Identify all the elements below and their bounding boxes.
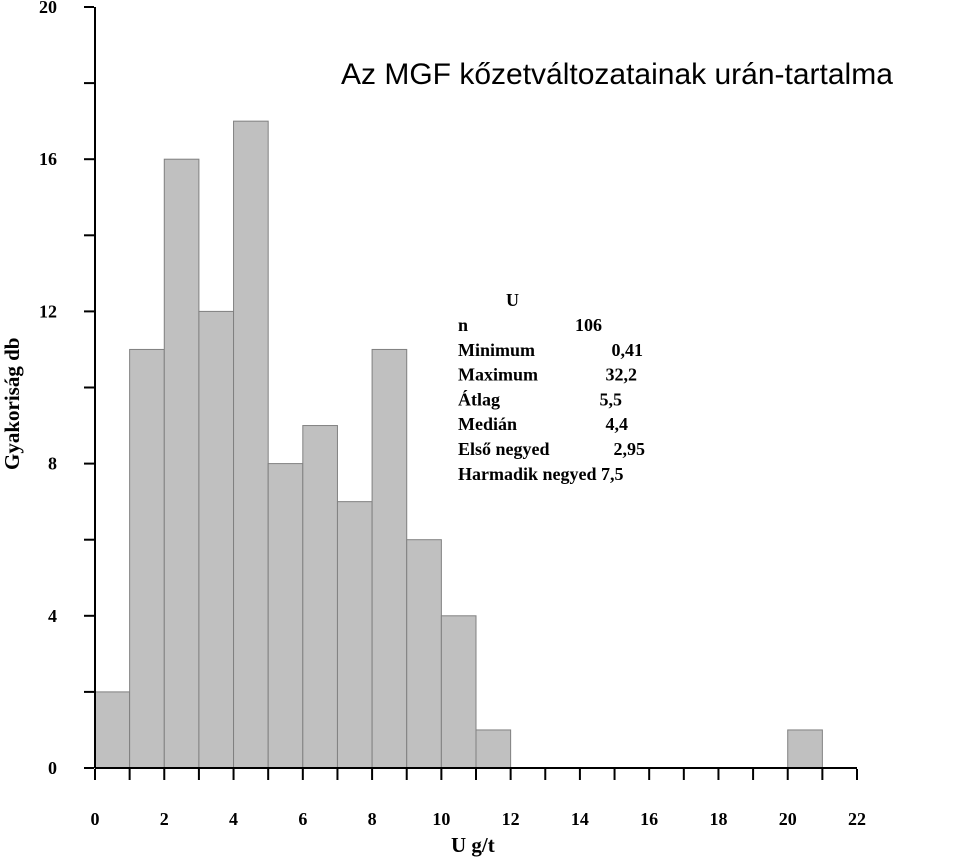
y-tick-label: 8	[48, 454, 57, 474]
stats-value: 5,5	[600, 389, 623, 409]
histogram-bar	[475, 729, 512, 769]
histogram-bar	[198, 310, 235, 769]
y-tick-label: 16	[39, 149, 57, 169]
histogram-bar	[163, 158, 200, 769]
y-axis-label: Gyakoriság db	[0, 338, 24, 470]
y-tick-label: 12	[39, 301, 57, 321]
histogram-bar	[267, 463, 304, 769]
x-tick-label: 6	[298, 809, 307, 829]
histogram-bar	[94, 691, 131, 769]
y-ticks-group: 0 4 8 12 16 20	[39, 0, 94, 778]
x-tick-label: 0	[91, 809, 100, 829]
stats-value: 0,41	[612, 340, 644, 360]
x-tick-label: 8	[368, 809, 377, 829]
stats-header: U	[506, 290, 519, 310]
histogram-bar	[336, 501, 373, 769]
x-tick-label: 14	[571, 809, 589, 829]
stats-value: 4,4	[606, 414, 629, 434]
histogram-bar	[233, 120, 269, 769]
bars-group	[94, 120, 823, 769]
x-tick-label: 2	[160, 809, 169, 829]
chart-title: Az MGF kőzetváltozatainak urán-tartalma	[341, 58, 893, 91]
stats-box: U n 106 Minimum 0,41 Maximum 32,2 Átlag 5,5 Medi…	[458, 290, 645, 484]
x-tick-label: 12	[502, 809, 520, 829]
stats-label: Minimum	[458, 340, 535, 360]
stats-label: Medián	[458, 414, 517, 434]
stats-label: Átlag	[458, 388, 500, 409]
x-axis-label: U g/t	[451, 833, 495, 857]
histogram-bar	[129, 348, 165, 769]
y-tick-label: 4	[48, 606, 57, 626]
stats-label: Első negyed	[458, 439, 550, 459]
stats-value: 106	[575, 315, 602, 335]
stats-label: n	[458, 315, 468, 335]
x-ticks-group: 0 2 4 6 8 10 12 14 16 18 20 22	[91, 769, 866, 829]
histogram-bar	[787, 729, 823, 769]
stats-label: Maximum	[458, 365, 538, 385]
histogram-bar	[406, 539, 442, 769]
axes-group	[94, 7, 857, 769]
stats-value: 2,95	[614, 439, 646, 459]
x-tick-label: 10	[432, 809, 450, 829]
x-tick-label: 20	[779, 809, 797, 829]
histogram-bar	[371, 348, 408, 769]
histogram-bar	[440, 615, 477, 769]
x-tick-label: 18	[709, 809, 727, 829]
y-tick-label: 20	[39, 0, 57, 17]
x-tick-label: 22	[848, 809, 866, 829]
x-tick-label: 4	[229, 809, 238, 829]
y-tick-label: 0	[48, 758, 57, 778]
histogram-bar	[302, 425, 338, 769]
stats-value: 32,2	[606, 365, 638, 385]
x-tick-label: 16	[640, 809, 658, 829]
stats-row: Harmadik negyed 7,5	[458, 464, 624, 484]
